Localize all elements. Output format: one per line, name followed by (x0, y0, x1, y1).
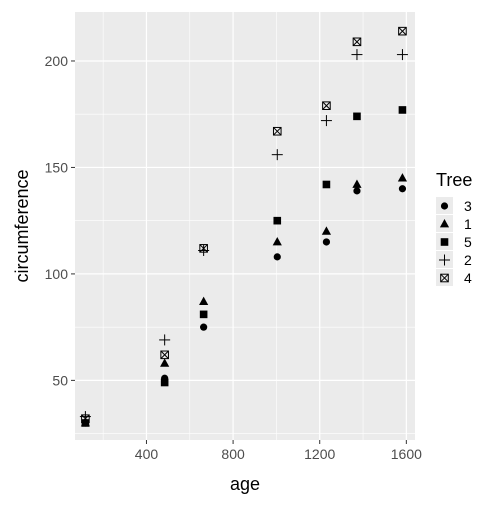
data-point-tree-5 (199, 310, 208, 319)
data-point-tree-3 (200, 323, 208, 331)
legend-key-tree-3 (440, 202, 449, 210)
legend: Tree 3 1 5 2 4 (436, 170, 472, 286)
y-tick-label: 100 (45, 266, 69, 282)
data-point-tree-1 (321, 226, 332, 235)
grid-minor (75, 12, 415, 440)
data-point-tree-3 (353, 187, 361, 195)
x-tick-label: 800 (221, 446, 245, 462)
data-point-tree-5 (353, 112, 361, 121)
legend-label: 1 (464, 216, 472, 232)
grid-major (75, 12, 415, 440)
legend-key-tree-5 (440, 238, 449, 246)
x-tick-label: 1600 (391, 446, 422, 462)
data-point-tree-1 (397, 173, 408, 182)
data-point-tree-4 (398, 26, 407, 36)
y-axis-ticks: 50 100 150 200 (45, 53, 75, 388)
plot-panel (75, 12, 415, 440)
data-point-tree-4 (81, 414, 90, 424)
data-point-tree-2 (271, 149, 283, 161)
data-point-tree-2 (159, 334, 171, 346)
legend-key-tree-4 (440, 273, 449, 283)
data-point-tree-4 (272, 126, 282, 136)
data-point-tree-3 (322, 238, 331, 246)
data-point-tree-1 (272, 236, 282, 246)
data-point-tree-5 (322, 180, 331, 189)
legend-key-tree-1 (439, 219, 450, 228)
x-tick-label: 1200 (304, 446, 335, 462)
data-point-tree-3 (398, 185, 407, 193)
data-point-tree-1 (352, 179, 362, 188)
data-point-tree-1 (199, 296, 209, 305)
data-point-tree-3 (273, 253, 281, 261)
legend-label: 3 (464, 198, 472, 214)
data-point-tree-4 (322, 101, 331, 110)
legend-items: 3 1 5 2 4 (436, 197, 472, 286)
data-point-tree-4 (160, 350, 169, 360)
data-point-tree-1 (160, 358, 170, 367)
data-point-tree-2 (320, 115, 332, 127)
legend-label: 2 (464, 252, 472, 268)
y-tick-label: 150 (45, 159, 69, 175)
data-point-tree-5 (273, 216, 282, 225)
legend-label: 4 (464, 270, 472, 286)
data-point-tree-2 (396, 49, 408, 61)
data-point-tree-5 (160, 378, 169, 387)
legend-title: Tree (436, 170, 472, 190)
x-tick-label: 400 (135, 446, 159, 462)
legend-label: 5 (464, 234, 472, 250)
data-point-tree-4 (199, 244, 208, 253)
data-point-tree-2 (351, 49, 363, 61)
y-tick-label: 50 (52, 372, 68, 388)
x-axis-label: age (230, 474, 260, 494)
data-point-tree-5 (398, 106, 407, 114)
data-points (79, 26, 408, 427)
y-tick-label: 200 (45, 53, 69, 69)
y-axis-label: circumference (12, 169, 32, 282)
legend-key-tree-2 (439, 254, 450, 266)
data-point-tree-4 (352, 37, 362, 47)
x-axis-ticks: 400 800 1200 1600 (135, 440, 422, 462)
